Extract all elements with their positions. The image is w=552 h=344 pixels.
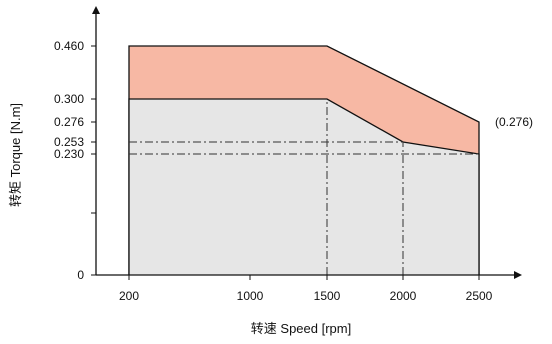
x-axis-arrow [514,271,522,279]
y-tick-label-2: 0.230 [54,147,84,161]
x-tick-label-4: 2500 [466,289,493,303]
x-tick-label-3: 2000 [390,289,417,303]
y-axis-arrow [92,6,100,14]
x-tick-label-1: 1000 [237,289,264,303]
y-tick-label-6: 0.460 [54,39,84,53]
reference-lines [129,99,479,275]
y-axis-title: 转矩 Torque [N.m] [8,103,23,207]
y-tick-label-5: 0.300 [54,92,84,106]
chart-areas [128,45,480,275]
x-tick-label-0: 200 [119,289,139,303]
y-tick-label-4: 0.276 [54,115,84,129]
chart-axes [92,6,522,279]
y-tick-label-0: 0 [77,268,84,282]
annotation-0: (0.276) [495,115,533,129]
x-axis-title: 转速 Speed [rpm] [251,321,351,336]
series-line-1 [128,98,480,275]
y-tick-label-3: 0.253 [54,135,84,149]
x-tick-label-2: 1500 [314,289,341,303]
series-area-1 [129,99,479,275]
